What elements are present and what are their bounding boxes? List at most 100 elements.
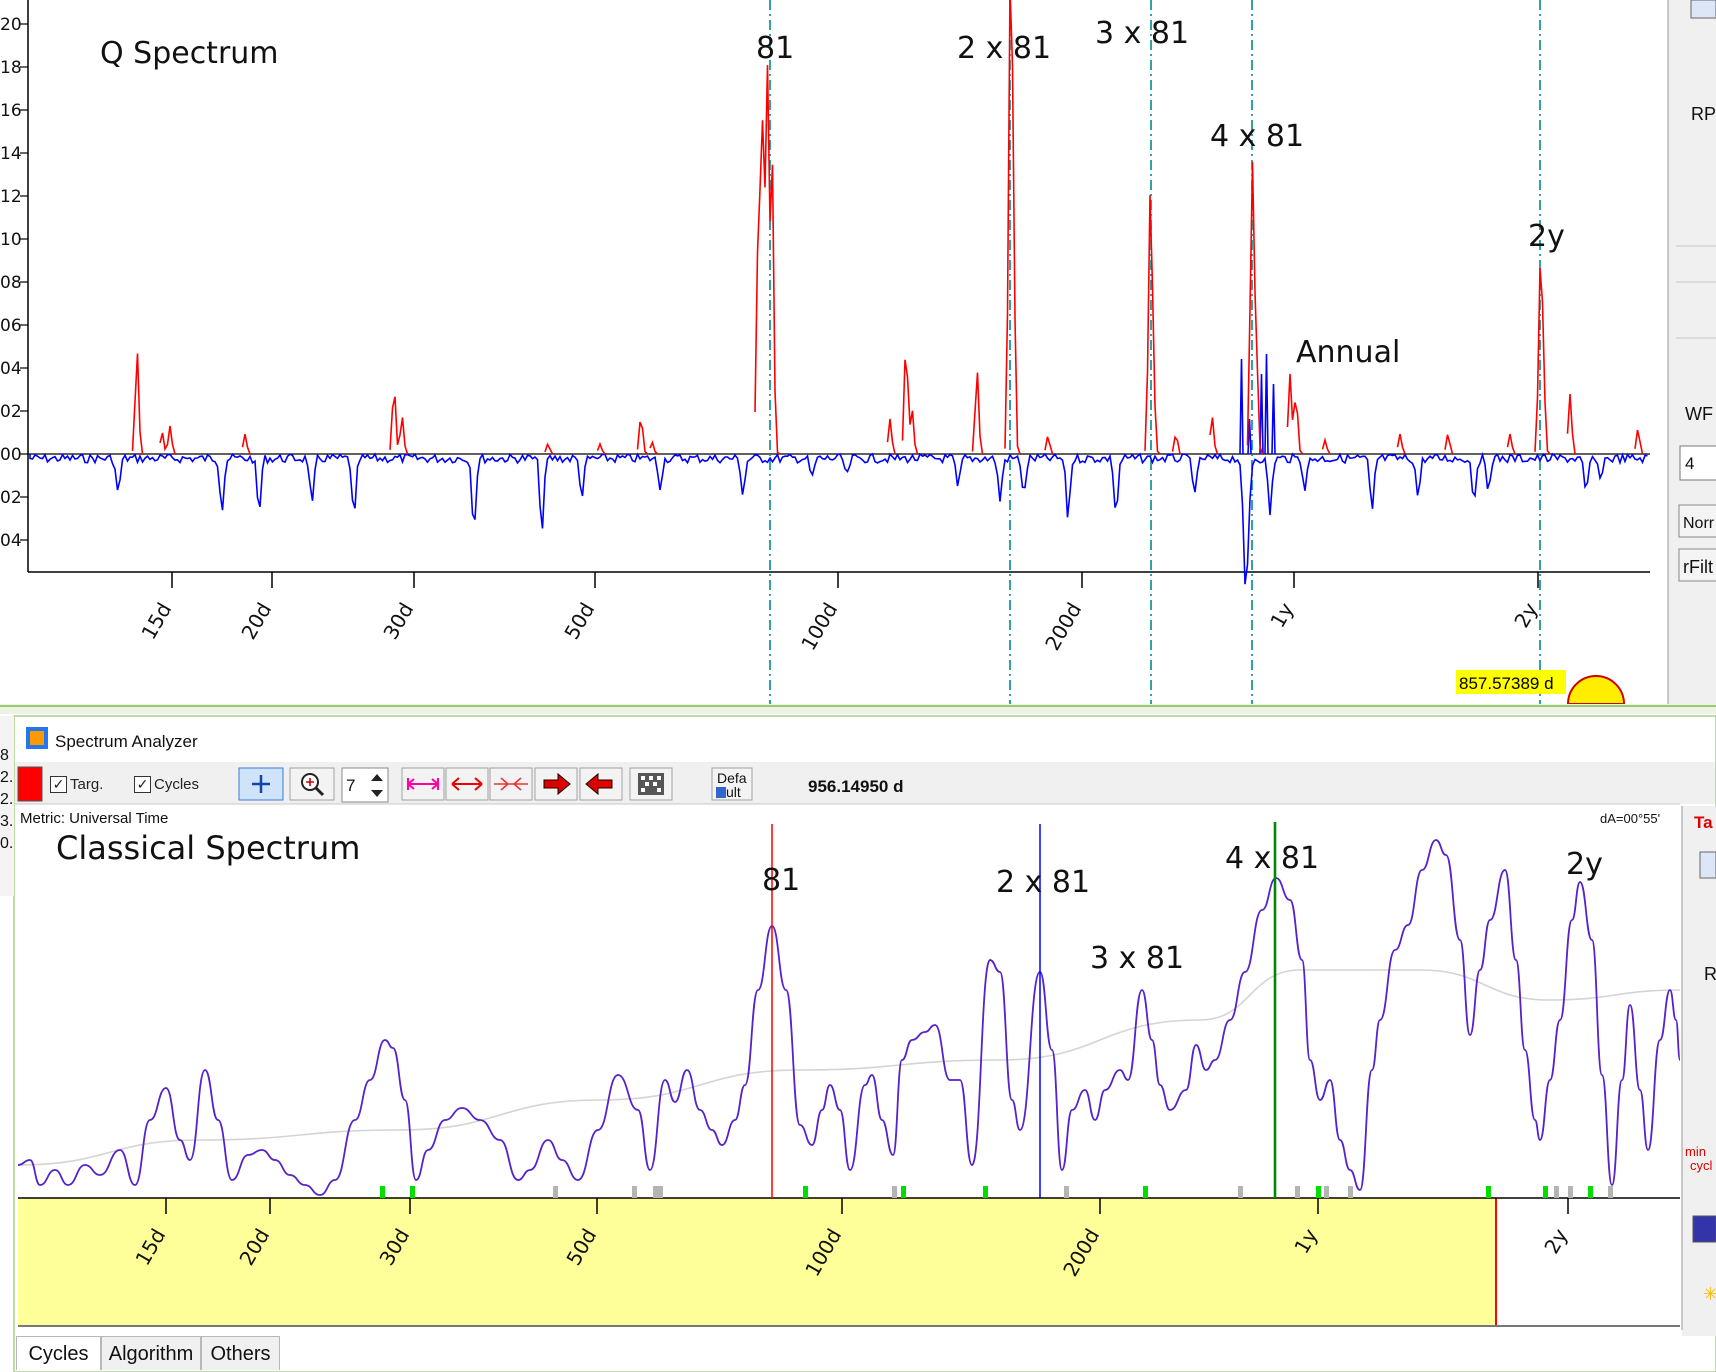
cycle-marker-gray[interactable] xyxy=(632,1186,637,1198)
right-panel-top-bg xyxy=(1668,0,1716,712)
cycles-checkbox-label: Cycles xyxy=(154,776,200,793)
cycle-marker-green[interactable] xyxy=(380,1186,385,1198)
analyzer-title-bar[interactable] xyxy=(15,717,1715,761)
range-expand-icon xyxy=(407,778,439,790)
left-edge-digit: 2. xyxy=(0,791,13,808)
q-positive-series xyxy=(131,0,1644,455)
cycle-marker-green[interactable] xyxy=(803,1186,808,1198)
classical-baseline-curve xyxy=(17,969,1681,1166)
q-readout-value: 857.57389 d xyxy=(1459,674,1554,693)
c-label-3x81: 3 x 81 xyxy=(1090,941,1184,976)
rfilt-button[interactable] xyxy=(1678,548,1716,582)
left-edge-digit: 8 xyxy=(0,747,9,764)
q-y-tick-label: 02 xyxy=(0,402,22,422)
q-y-tick-label: 12 xyxy=(0,187,22,207)
cycle-marker-gray[interactable] xyxy=(1608,1186,1613,1198)
right-spin-input[interactable] xyxy=(1679,445,1716,481)
spinner-down-icon[interactable] xyxy=(371,790,383,797)
c-label-4x81: 4 x 81 xyxy=(1225,841,1319,876)
q-label-4x81: 4 x 81 xyxy=(1210,119,1304,154)
classical-cycle-markers xyxy=(380,1186,1613,1198)
tab-algorithm[interactable]: Algorithm xyxy=(101,1336,201,1370)
cycle-marker-green[interactable] xyxy=(983,1186,988,1198)
pattern-icon-cells xyxy=(641,776,661,792)
q-y-ticks: 20 18 16 14 12 10 08 06 04 02 00 02 04 xyxy=(0,15,28,551)
cycle-marker-gray[interactable] xyxy=(1064,1186,1069,1198)
cycle-marker-green[interactable] xyxy=(901,1186,906,1198)
q-y-tick-label: 10 xyxy=(0,230,22,250)
cycle-marker-green[interactable] xyxy=(1143,1186,1148,1198)
tab-others[interactable]: Others xyxy=(201,1336,280,1370)
left-edge-digit: 2. xyxy=(0,769,13,786)
cycle-marker-green[interactable] xyxy=(1316,1186,1321,1198)
cycle-marker-gray[interactable] xyxy=(653,1186,658,1198)
classical-chart-title: Classical Spectrum xyxy=(56,829,360,867)
default-icon-bucket xyxy=(716,787,726,798)
cycle-marker-gray[interactable] xyxy=(1568,1186,1573,1198)
left-edge-digits: 8 2. 2. 3. 0. xyxy=(0,747,13,852)
cycle-marker-gray[interactable] xyxy=(553,1186,558,1198)
targ-checkbox-label: Targ. xyxy=(70,776,104,793)
right-panel-bottom: Ta R min cycl ✳ xyxy=(1681,806,1716,1336)
norm-button[interactable] xyxy=(1678,504,1716,538)
cycle-marker-green[interactable] xyxy=(410,1186,415,1198)
spinner-up-icon[interactable] xyxy=(371,774,383,781)
cycle-marker-green[interactable] xyxy=(1588,1186,1593,1198)
cycle-marker-gray[interactable] xyxy=(1295,1186,1300,1198)
right-label-wf: WF xyxy=(1685,404,1713,424)
q-y-tick-label: 18 xyxy=(0,58,22,78)
cycle-marker-gray[interactable] xyxy=(1324,1186,1329,1198)
rfilt-button-label: rFilt xyxy=(1683,557,1713,577)
right-label-rp: RP xyxy=(1691,104,1716,124)
right-panel-bottom-bg xyxy=(1682,806,1716,1336)
arrow-left-icon xyxy=(585,772,613,796)
targ-checkbox[interactable]: ✓ Targ. xyxy=(50,776,103,793)
window-separator xyxy=(0,704,1716,714)
cycle-marker-gray[interactable] xyxy=(658,1186,663,1198)
left-edge-digit: 3. xyxy=(0,813,13,830)
tab-cycles[interactable]: Cycles xyxy=(16,1336,101,1370)
metric-label: Metric: Universal Time xyxy=(20,810,168,827)
zoom-icon-handle xyxy=(314,786,325,797)
app-icon-inner xyxy=(30,731,44,745)
q-y-tick-label: 16 xyxy=(0,101,22,121)
cycles-checkbox[interactable]: ✓ Cycles xyxy=(134,776,199,793)
contract-arrow-icon xyxy=(494,777,528,791)
classical-shaded-region xyxy=(18,1198,1496,1326)
right-label-min: min xyxy=(1685,1144,1706,1159)
target-color-button[interactable] xyxy=(17,766,43,802)
sun-icon xyxy=(1566,675,1626,705)
left-background-window xyxy=(0,716,14,896)
left-edge-digit: 0. xyxy=(0,835,13,852)
q-y-tick-label: 14 xyxy=(0,144,22,164)
classical-spectrum-curve xyxy=(17,839,1681,1196)
q-y-tick-label: 02 xyxy=(0,488,22,508)
cycle-marker-gray[interactable] xyxy=(1348,1186,1353,1198)
default-label-top: Defa xyxy=(717,770,747,786)
cycle-marker-green[interactable] xyxy=(1486,1186,1491,1198)
right-label-cycl: cycl xyxy=(1690,1158,1713,1173)
zoom-level-spinner[interactable] xyxy=(341,767,389,803)
default-label-bottom: ult xyxy=(726,784,741,800)
q-label-2x81: 2 x 81 xyxy=(957,31,1051,66)
right-label-r: R xyxy=(1704,964,1716,984)
q-guide-lines xyxy=(769,0,1541,704)
color-gradient-icon[interactable] xyxy=(1692,1215,1716,1243)
grid-icon[interactable] xyxy=(1690,0,1716,19)
arrow-right-icon xyxy=(543,772,571,796)
cycle-marker-green[interactable] xyxy=(1543,1186,1548,1198)
q-label-annual: Annual xyxy=(1296,335,1400,370)
grid-icon-bottom[interactable] xyxy=(1699,851,1716,879)
q-readout-badge xyxy=(1456,670,1566,694)
value-readout: 956.14950 d xyxy=(808,777,903,796)
cycle-marker-gray[interactable] xyxy=(1554,1186,1559,1198)
q-label-3x81: 3 x 81 xyxy=(1095,16,1189,51)
right-spin-value: 4 xyxy=(1685,454,1694,473)
right-label-ta: Ta xyxy=(1694,813,1713,832)
cycle-marker-gray[interactable] xyxy=(892,1186,897,1198)
sun-small-icon[interactable]: ✳ xyxy=(1703,1284,1716,1305)
cycle-marker-gray[interactable] xyxy=(1238,1186,1243,1198)
zoom-icon-plus xyxy=(306,778,314,786)
